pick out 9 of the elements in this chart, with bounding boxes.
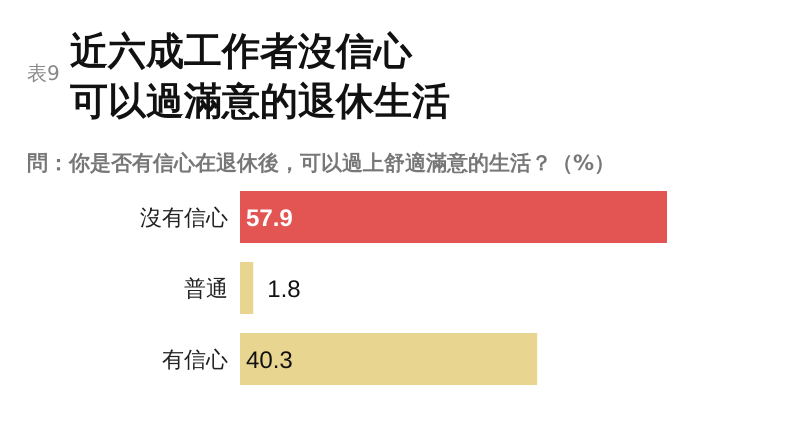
- chart-subtitle: 問：你是否有信心在退休後，可以過上舒適滿意的生活？（%）: [27, 151, 616, 175]
- y-tick-label: 有信心: [162, 348, 228, 373]
- data-label: 57.9: [246, 205, 293, 232]
- text: 表9: [27, 61, 60, 85]
- y-tick-label: 普通: [184, 277, 228, 302]
- data-label: 40.3: [246, 347, 293, 374]
- y-tick-label: 沒有信心: [140, 206, 228, 231]
- data-label: 1.8: [267, 276, 301, 303]
- chart-title: 近六成工作者沒信心可以過滿意的退休生活: [70, 28, 451, 125]
